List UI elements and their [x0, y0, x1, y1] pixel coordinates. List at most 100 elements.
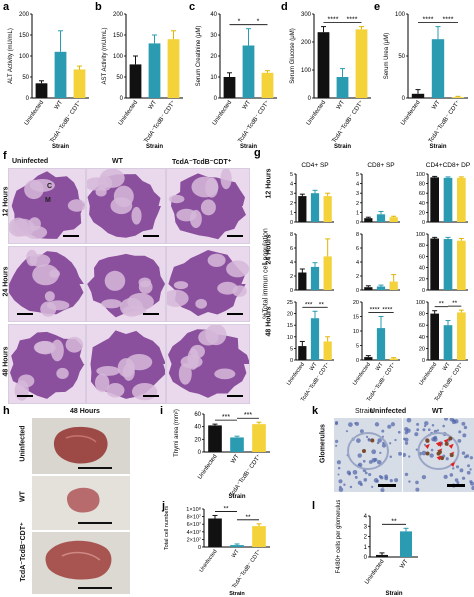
- panel-label-k: k: [312, 405, 319, 417]
- y-tick-label: 0: [198, 450, 202, 456]
- bar-wt: [376, 328, 386, 360]
- scale-bar: [378, 484, 396, 487]
- bar-uninfected: [430, 177, 439, 222]
- nucleus: [380, 488, 385, 492]
- x-tick-label: WT: [309, 361, 319, 372]
- panel-label-i: i: [160, 405, 164, 417]
- nucleus: [381, 429, 385, 433]
- medulla-region: [214, 368, 236, 380]
- nucleus: [374, 422, 380, 427]
- nucleus: [367, 438, 370, 441]
- medulla-region: [65, 336, 84, 353]
- y-axis-label: Thymi area (mm²): [174, 409, 180, 457]
- sig-marker: **: [245, 514, 251, 521]
- sig-marker: *: [238, 19, 241, 26]
- nucleus: [404, 472, 409, 477]
- thymus-photo-wt: [32, 476, 130, 530]
- histo-image-tcd-12h: [166, 168, 250, 244]
- bar-tcd: [167, 39, 180, 98]
- panel-label-j: j: [162, 500, 166, 512]
- f480-cell: [448, 436, 453, 441]
- y-tick-label: 0: [26, 96, 30, 102]
- x-tick-label: Uninfected: [418, 362, 438, 387]
- nucleus: [335, 444, 338, 447]
- bar-tcd: [323, 341, 332, 360]
- histo-col-tcd: TcdA⁻TcdB⁻CDT⁺: [172, 159, 232, 166]
- y-axis-label: Serum Urea (μM): [384, 33, 390, 79]
- bar-tcd: [252, 424, 266, 452]
- nucleus: [335, 439, 339, 443]
- y-tick-label: 4: [356, 260, 359, 266]
- x-tick-label: WT: [230, 453, 240, 464]
- x-tick-label: WT: [148, 99, 158, 110]
- bar-uninfected: [298, 196, 307, 222]
- medulla-region: [167, 289, 189, 307]
- nucleus: [431, 437, 436, 442]
- bar-wt: [443, 325, 453, 360]
- bar-uninfected: [129, 64, 142, 98]
- chart-cd4-24h: 0 2 4 6 8: [290, 232, 334, 294]
- nucleus: [371, 485, 374, 488]
- medulla-region: [49, 269, 61, 278]
- panel-label-d: d: [281, 1, 288, 13]
- y-tick-label: 0: [290, 288, 293, 294]
- bar-tcd: [457, 312, 466, 360]
- nucleus: [430, 448, 434, 452]
- nucleus: [454, 478, 459, 482]
- medulla-region: [173, 281, 189, 290]
- bar-tcd: [389, 281, 398, 290]
- histo-image-wt-48h: [86, 324, 166, 404]
- bar-tcd: [389, 217, 398, 222]
- nucleus: [376, 459, 382, 465]
- medulla-region: [67, 199, 85, 212]
- nucleus: [469, 456, 474, 460]
- glomerulus-outline: [417, 432, 460, 470]
- ihc-row-label: Glomerulus: [319, 424, 327, 463]
- bar-tcd: [323, 196, 332, 222]
- medulla-region: [56, 367, 69, 380]
- panel-label-b: b: [95, 1, 102, 13]
- y-tick-label: 20: [419, 277, 425, 283]
- bar-wt: [230, 437, 244, 452]
- nucleus: [394, 478, 399, 483]
- nucleus: [376, 441, 380, 445]
- histo-image-wt-24h: [86, 246, 166, 322]
- bar-uninfected: [35, 83, 48, 98]
- medulla-region: [9, 217, 29, 237]
- nucleus: [423, 443, 426, 446]
- y-tick-label: 0: [290, 220, 293, 226]
- y-tick-label: 30: [210, 33, 217, 39]
- y-tick-label: 0: [356, 220, 359, 226]
- bar-wt: [376, 286, 386, 290]
- bar-uninfected: [298, 346, 307, 360]
- medulla-region: [32, 264, 59, 286]
- x-axis-label: Strain: [52, 144, 69, 150]
- sig-marker: ***: [222, 414, 230, 421]
- x-tick-label: Uninfected: [400, 100, 421, 127]
- chart-cd8-24h: 0 2 4 6 8: [356, 232, 400, 294]
- y-tick-label: 0: [356, 358, 359, 364]
- y-tick-label: 3: [364, 524, 368, 530]
- nucleus: [406, 428, 411, 433]
- nucleus: [449, 473, 454, 477]
- nucleus: [406, 418, 412, 423]
- nucleus: [427, 428, 431, 432]
- chart-f480-cells: 0 1 2 3 4 ** Uninfected WT F4/80+ cells per glom…: [336, 500, 418, 597]
- nucleus: [362, 459, 366, 463]
- y-tick-label: 150: [19, 33, 30, 39]
- nucleus: [357, 480, 363, 485]
- y-tick-label: 0: [422, 220, 425, 226]
- y-tick-label: 200: [19, 12, 30, 18]
- x-axis-label: Strain: [385, 591, 402, 597]
- bar-uninfected: [208, 425, 222, 452]
- nucleus: [442, 424, 445, 428]
- x-tick-label: Uninfected: [364, 559, 385, 586]
- x-axis-label: Strain: [334, 144, 351, 150]
- histology-grid: Uninfected WT TcdA⁻TcdB⁻CDT⁺ 12 Hours 24…: [0, 156, 252, 406]
- medulla-region: [138, 280, 153, 294]
- nucleus: [459, 468, 464, 473]
- g-row-48h: 48 Hours: [265, 306, 273, 337]
